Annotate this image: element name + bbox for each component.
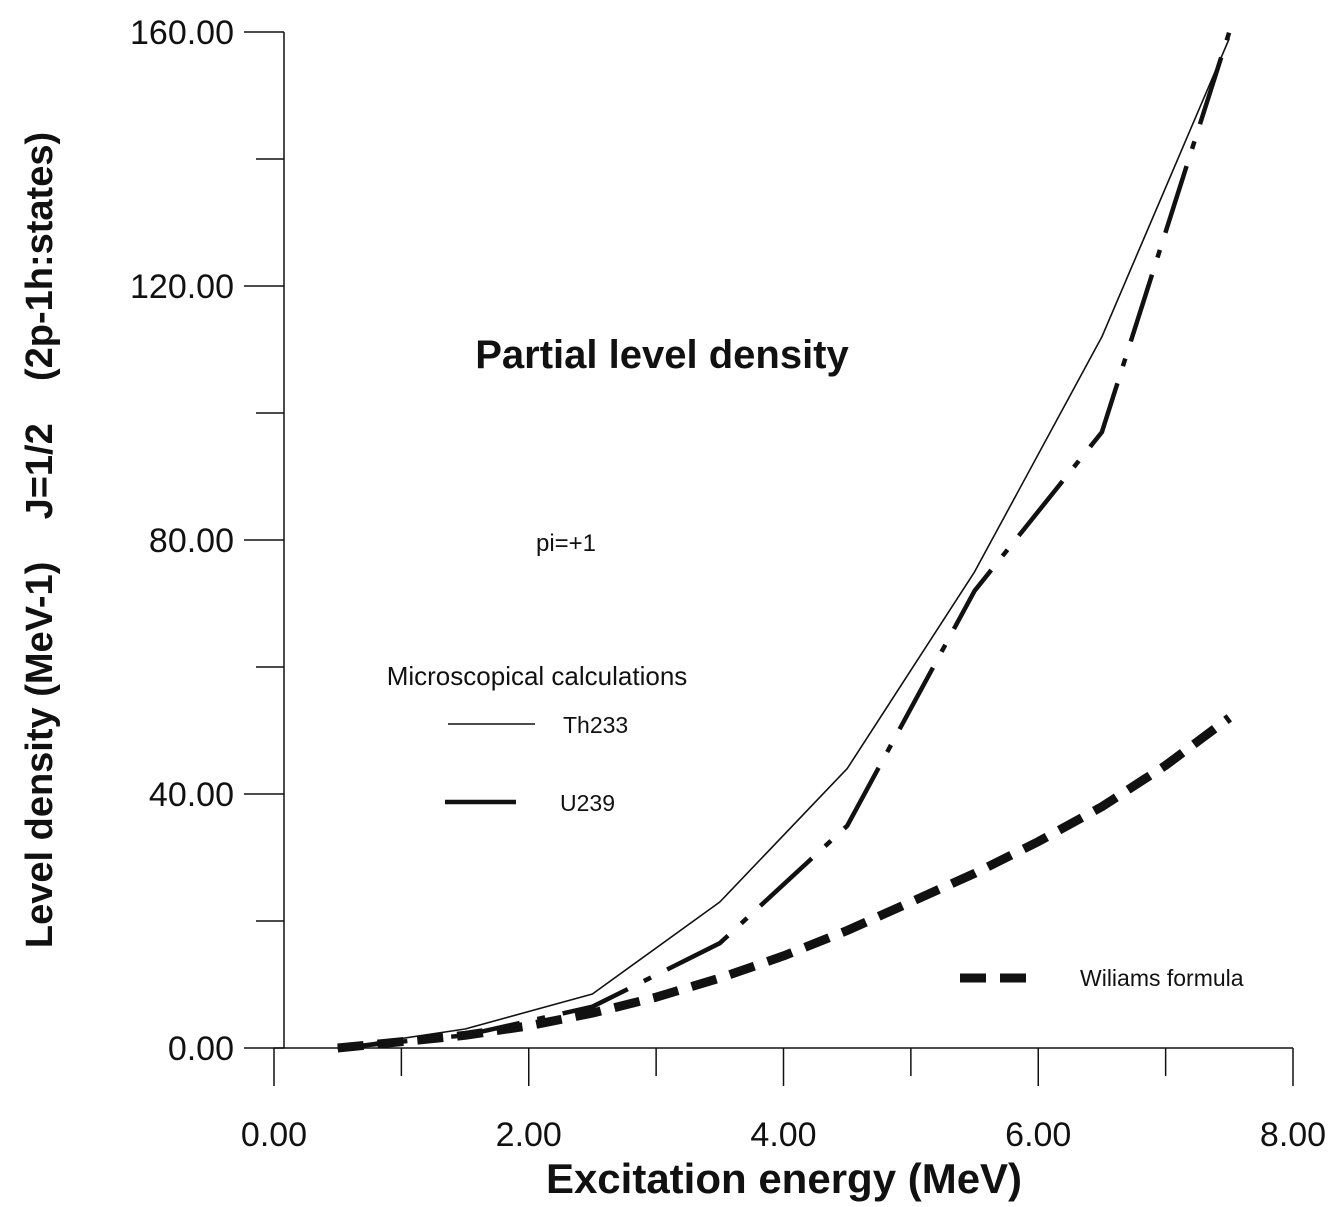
x-tick-label: 6.00: [1005, 1116, 1071, 1154]
legend: Th233 U239 Wiliams formula: [445, 712, 1244, 991]
legend-item-th233: Th233: [448, 712, 628, 738]
tick-marks: [244, 31, 1294, 1086]
series-lines: [337, 31, 1232, 1053]
y-tick-label: 80.00: [149, 522, 234, 560]
y-axis-title: Level density (MeV-1) J=1/2 (2p-1h:state…: [19, 132, 61, 948]
x-tick-label: 0.00: [241, 1116, 307, 1154]
legend-item-wiliams: Wiliams formula: [960, 965, 1244, 991]
x-tick-label: 2.00: [496, 1116, 562, 1154]
legend-label-u239: U239: [560, 790, 615, 816]
x-tick-label: 8.00: [1260, 1116, 1326, 1154]
series-line-th233: [337, 38, 1231, 1049]
tick-labels: 0.00 2.00 4.00 6.00 8.00 0.00 40.00 80.00 120.00…: [130, 14, 1326, 1154]
parity-annotation: pi=+1: [536, 530, 596, 557]
x-axis-title: Excitation energy (MeV): [546, 1155, 1022, 1202]
series-line-u239: [337, 31, 1232, 1051]
series-line-wiliams-formula: [337, 714, 1232, 1053]
axes: [274, 32, 1293, 1049]
y-tick-label: 120.00: [130, 268, 234, 306]
legend-label-th233: Th233: [563, 712, 628, 738]
legend-item-u239: U239: [445, 790, 615, 816]
legend-label-wiliams: Wiliams formula: [1080, 965, 1244, 991]
y-tick-label: 160.00: [130, 14, 234, 52]
chart-title: Partial level density: [475, 333, 849, 377]
x-tick-label: 4.00: [750, 1116, 816, 1154]
legend-heading: Microscopical calculations: [387, 661, 688, 691]
y-tick-label: 40.00: [149, 776, 234, 814]
y-tick-label: 0.00: [168, 1030, 234, 1068]
